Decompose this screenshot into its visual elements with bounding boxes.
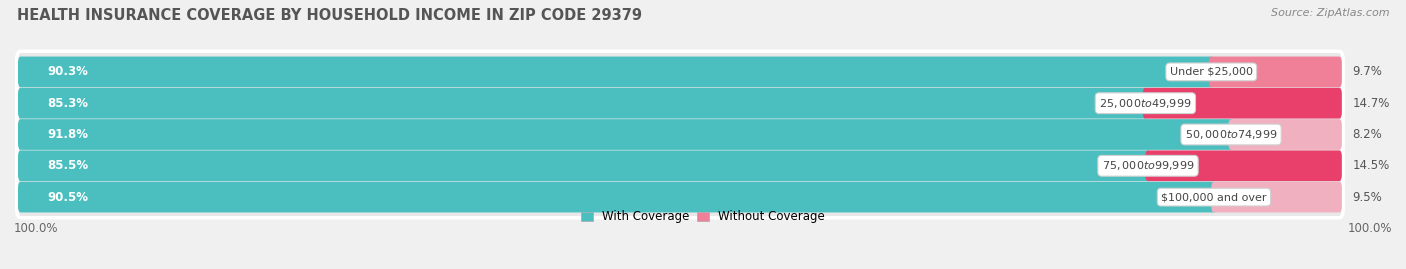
Text: 90.5%: 90.5%	[46, 191, 89, 204]
Text: 85.3%: 85.3%	[46, 97, 89, 110]
Text: 100.0%: 100.0%	[14, 221, 59, 235]
FancyBboxPatch shape	[17, 83, 1343, 124]
Text: 91.8%: 91.8%	[46, 128, 89, 141]
FancyBboxPatch shape	[18, 119, 1233, 150]
FancyBboxPatch shape	[17, 51, 1343, 93]
FancyBboxPatch shape	[1229, 119, 1341, 150]
FancyBboxPatch shape	[18, 182, 1216, 213]
Text: 100.0%: 100.0%	[1347, 221, 1392, 235]
Text: HEALTH INSURANCE COVERAGE BY HOUSEHOLD INCOME IN ZIP CODE 29379: HEALTH INSURANCE COVERAGE BY HOUSEHOLD I…	[17, 8, 643, 23]
Text: $100,000 and over: $100,000 and over	[1161, 192, 1267, 202]
FancyBboxPatch shape	[1146, 150, 1341, 181]
Text: $75,000 to $99,999: $75,000 to $99,999	[1102, 159, 1194, 172]
FancyBboxPatch shape	[1209, 56, 1341, 87]
FancyBboxPatch shape	[17, 114, 1343, 155]
Legend: With Coverage, Without Coverage: With Coverage, Without Coverage	[581, 210, 825, 223]
Text: 14.5%: 14.5%	[1353, 159, 1389, 172]
Text: 90.3%: 90.3%	[46, 65, 89, 78]
Text: 9.5%: 9.5%	[1353, 191, 1382, 204]
Text: 9.7%: 9.7%	[1353, 65, 1382, 78]
Text: 8.2%: 8.2%	[1353, 128, 1382, 141]
FancyBboxPatch shape	[1143, 88, 1341, 119]
Text: $50,000 to $74,999: $50,000 to $74,999	[1185, 128, 1277, 141]
FancyBboxPatch shape	[17, 176, 1343, 218]
Text: 85.5%: 85.5%	[46, 159, 89, 172]
FancyBboxPatch shape	[17, 145, 1343, 186]
Text: 14.7%: 14.7%	[1353, 97, 1389, 110]
FancyBboxPatch shape	[1212, 182, 1341, 213]
FancyBboxPatch shape	[18, 88, 1149, 119]
FancyBboxPatch shape	[18, 150, 1150, 181]
Text: $25,000 to $49,999: $25,000 to $49,999	[1099, 97, 1192, 110]
Text: Under $25,000: Under $25,000	[1170, 67, 1253, 77]
Text: Source: ZipAtlas.com: Source: ZipAtlas.com	[1271, 8, 1389, 18]
FancyBboxPatch shape	[18, 56, 1213, 87]
